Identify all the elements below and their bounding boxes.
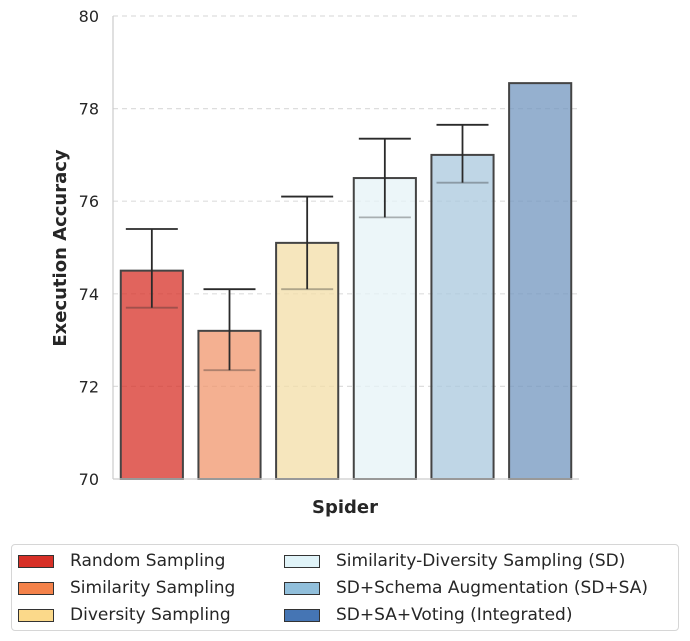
y-tick-label: 76: [79, 192, 99, 211]
legend-label: Similarity-Diversity Sampling (SD): [336, 551, 626, 571]
y-tick-label: 74: [79, 285, 99, 304]
bar: [508, 82, 573, 480]
error-bar: [358, 137, 411, 219]
y-tick-label: 72: [79, 377, 99, 396]
legend: Random Sampling Similarity Sampling Divers…: [11, 544, 679, 631]
legend-swatch: [284, 554, 320, 568]
gridlines: [113, 15, 579, 387]
y-tick-labels: 70 72 74 76 78 80: [79, 7, 99, 489]
bar: [430, 153, 495, 480]
y-tick-label: 80: [79, 7, 99, 26]
legend-swatch: [284, 608, 320, 622]
bar: [119, 269, 184, 480]
error-bar: [203, 288, 256, 372]
error-bar: [436, 123, 489, 184]
chart: 70 72 74 76 78 80 Spider Execution Accuracy: [50, 7, 579, 518]
y-tick-label: 70: [79, 470, 99, 489]
legend-label: Similarity Sampling: [70, 578, 236, 598]
axes: [112, 16, 579, 480]
legend-item: SD+Schema Augmentation (SD+SA): [284, 577, 648, 599]
legend-item: Diversity Sampling: [18, 604, 231, 626]
y-tick-label: 78: [79, 100, 99, 119]
legend-item: Similarity-Diversity Sampling (SD): [284, 550, 625, 572]
legend-item: Similarity Sampling: [18, 577, 235, 599]
legend-label: Diversity Sampling: [70, 605, 231, 625]
bars: [119, 82, 573, 481]
legend-swatch: [18, 554, 54, 568]
legend-label: Random Sampling: [70, 551, 226, 571]
error-bars: [125, 123, 489, 372]
legend-item: Random Sampling: [18, 550, 225, 572]
legend-swatch: [284, 581, 320, 595]
legend-swatch: [18, 608, 54, 622]
legend-item: SD+SA+Voting (Integrated): [284, 604, 572, 626]
legend-label: SD+SA+Voting (Integrated): [336, 605, 573, 625]
error-bar: [125, 228, 178, 309]
error-bar: [281, 195, 334, 291]
legend-label: SD+Schema Augmentation (SD+SA): [336, 578, 649, 598]
legend-swatch: [18, 581, 54, 595]
x-axis-title: Spider: [312, 497, 378, 518]
bar: [352, 177, 417, 481]
y-axis-title: Execution Accuracy: [50, 149, 71, 347]
